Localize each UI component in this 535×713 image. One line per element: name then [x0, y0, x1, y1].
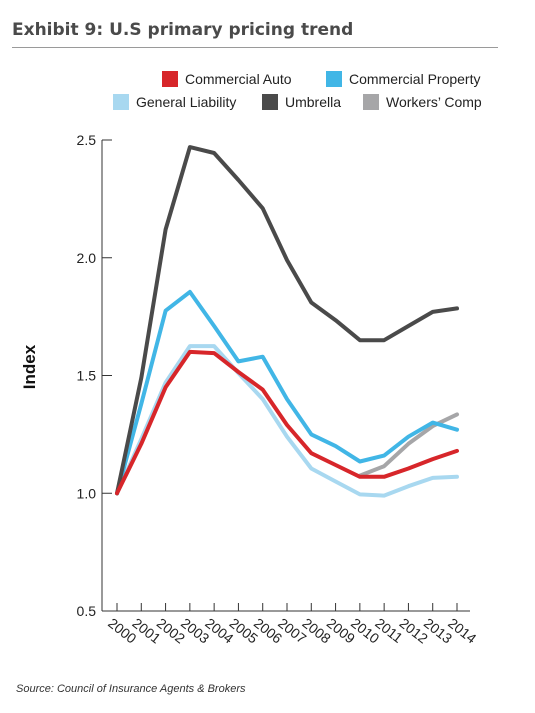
series-line-commercial-auto — [115, 349, 459, 496]
series-line-commercial-property — [115, 289, 459, 496]
y-tick-label: 2.0 — [77, 250, 97, 266]
legend-label-workers-comp: Workers’ Comp — [386, 94, 482, 110]
y-tick-label: 1.0 — [77, 485, 97, 501]
y-tick-label: 1.5 — [77, 368, 97, 384]
legend-swatch-workers-comp — [363, 94, 379, 110]
y-tick-label: 0.5 — [77, 603, 97, 619]
legend-swatch-general-liability — [113, 94, 129, 110]
legend-label-umbrella: Umbrella — [285, 94, 341, 110]
source-note: Source: Council of Insurance Agents & Br… — [16, 683, 246, 695]
x-tick-label: 2014 — [445, 615, 480, 647]
legend-label-general-liability: General Liability — [136, 94, 236, 110]
exhibit-title: Exhibit 9: U.S primary pricing trend — [12, 20, 354, 40]
y-tick-label: 2.5 — [77, 132, 97, 148]
chart-legend: Commercial Auto Commercial Property Genera… — [113, 71, 482, 110]
series-line-workers-comp — [357, 412, 459, 478]
title-divider — [12, 47, 498, 48]
legend-swatch-umbrella — [262, 94, 278, 110]
legend-label-commercial-auto: Commercial Auto — [185, 71, 292, 87]
series-line-general-liability — [115, 344, 459, 498]
legend-swatch-commercial-property — [326, 71, 342, 87]
chart-series-lines — [115, 145, 459, 498]
legend-label-commercial-property: Commercial Property — [349, 71, 480, 87]
y-axis-label: Index — [20, 344, 39, 389]
series-line-umbrella — [115, 145, 459, 496]
legend-swatch-commercial-auto — [162, 71, 178, 87]
